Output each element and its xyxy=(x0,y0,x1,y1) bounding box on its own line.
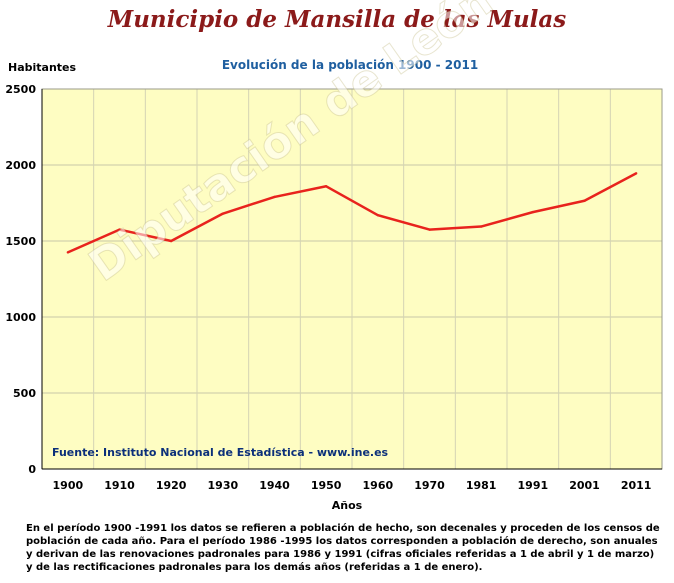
y-tick-label: 500 xyxy=(13,387,36,400)
x-tick-label: 1930 xyxy=(208,479,239,492)
x-tick-label: 1981 xyxy=(466,479,497,492)
data-point xyxy=(221,212,225,215)
data-points xyxy=(66,172,638,254)
y-tick-label: 2500 xyxy=(5,83,36,96)
y-tick-label: 1500 xyxy=(5,235,36,248)
series-line xyxy=(67,172,637,254)
data-point xyxy=(324,185,328,188)
y-tick-label: 1000 xyxy=(5,311,36,324)
x-tick-label: 1940 xyxy=(259,479,290,492)
chart-title: Evolución de la población 1900 - 2011 xyxy=(221,58,479,72)
data-point xyxy=(583,199,586,202)
x-tick-label: 1920 xyxy=(156,479,187,492)
x-tick-label: 1991 xyxy=(518,479,549,492)
data-point xyxy=(169,239,173,243)
y-tick-label: 0 xyxy=(28,463,36,476)
axes xyxy=(41,88,663,470)
data-point xyxy=(634,172,638,175)
x-tick-label: 1970 xyxy=(414,479,445,492)
data-point xyxy=(428,228,431,231)
data-point xyxy=(273,195,276,199)
x-tick-label: 1910 xyxy=(104,479,135,492)
data-point xyxy=(531,210,535,214)
data-point xyxy=(118,228,121,231)
x-axis-label: Años xyxy=(331,499,363,512)
footnote: En el período 1900 -1991 los datos se re… xyxy=(26,523,660,573)
x-tick-label: 1950 xyxy=(311,479,342,492)
x-tick-label: 1960 xyxy=(363,479,394,492)
data-point xyxy=(376,213,380,217)
y-tick-label: 2000 xyxy=(5,159,36,172)
x-tick-labels: 1900 1910 1920 1930 1940 1950 1960 1970 1981 1991… xyxy=(53,479,652,492)
x-tick-label: 2011 xyxy=(621,479,652,492)
y-axis-label: Habitantes xyxy=(8,61,77,74)
data-point xyxy=(479,225,483,228)
data-point xyxy=(66,251,70,254)
page-title: Municipio de Mansilla de las Mulas xyxy=(107,6,567,33)
source-text: Fuente: Instituto Nacional de Estadístic… xyxy=(52,446,389,459)
y-tick-labels: 0 500 1000 1500 2000 2500 xyxy=(5,83,36,476)
x-tick-label: 1900 xyxy=(53,479,84,492)
x-tick-label: 2001 xyxy=(569,479,600,492)
